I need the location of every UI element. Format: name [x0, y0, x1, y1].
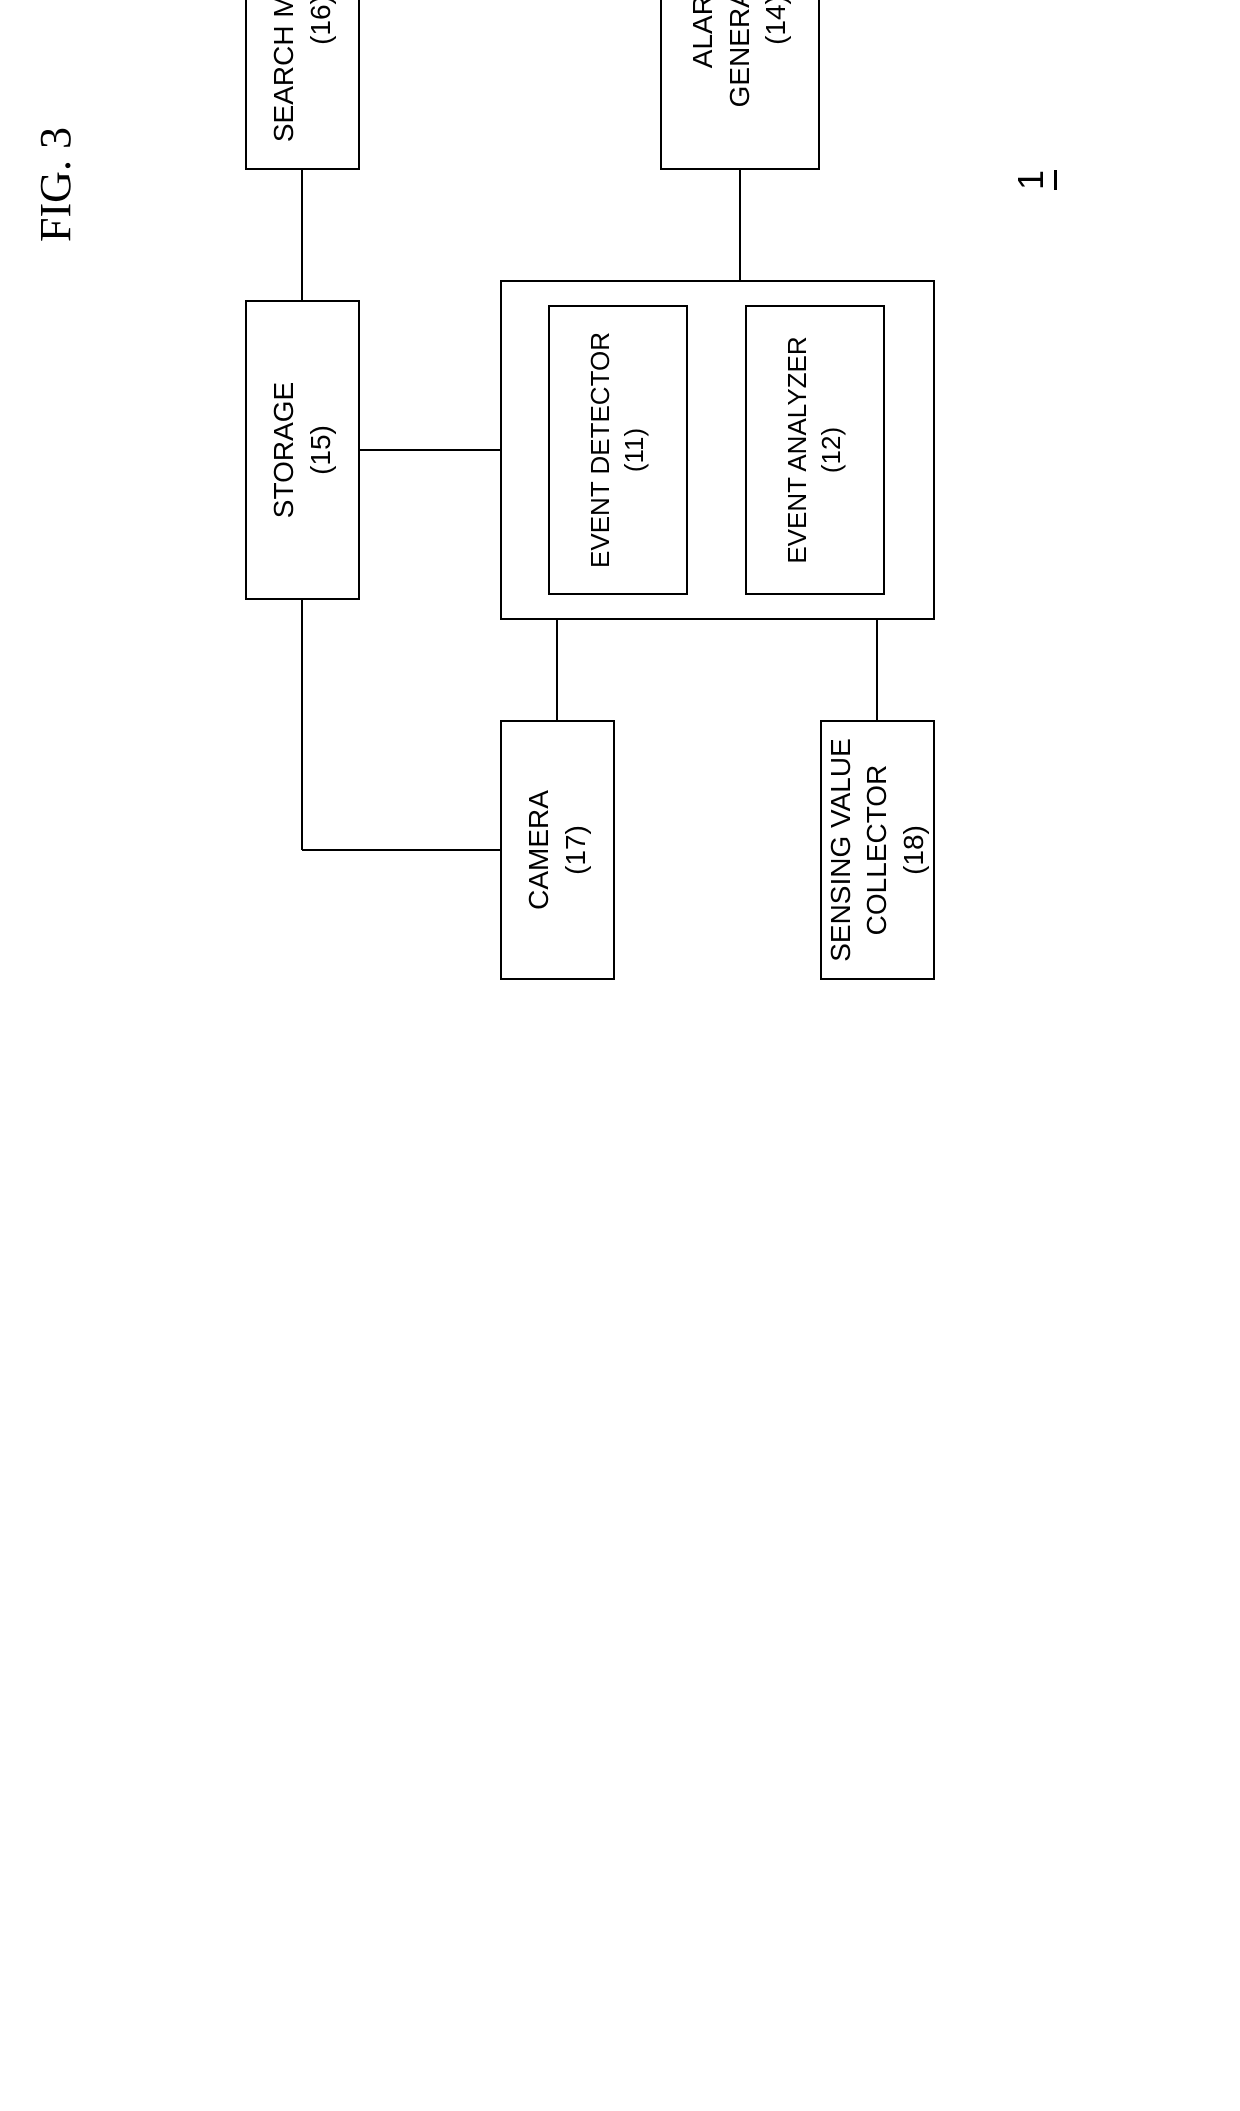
search-module-box: SEARCH MODULE (16) [245, 0, 360, 170]
storage-box: STORAGE (15) [245, 300, 360, 600]
search-ref: (16) [303, 0, 339, 45]
diagram-container: FIG. 3 STORAGE (15) CAMERA (17) SENSING … [0, 0, 1240, 1240]
alarm-ref: (14) [758, 0, 794, 45]
camera-box: CAMERA (17) [500, 720, 615, 980]
storage-label: STORAGE [266, 382, 302, 518]
figure-title: FIG. 3 [30, 127, 81, 242]
event-detector-box: EVENT DETECTOR (11) [548, 305, 688, 595]
sensing-label: SENSING VALUE COLLECTOR [823, 738, 896, 962]
camera-ref: (17) [558, 825, 594, 875]
event-analyzer-box: EVENT ANALYZER (12) [745, 305, 885, 595]
search-label: SEARCH MODULE [266, 0, 302, 142]
sensing-ref: (18) [896, 825, 932, 875]
event-analyzer-label: EVENT ANALYZER [781, 336, 815, 563]
event-detector-ref: (11) [618, 428, 652, 472]
alarm-label: ALARM GENERATOR [685, 0, 758, 107]
system-ref-label: 1 [1010, 170, 1057, 190]
sensing-box: SENSING VALUE COLLECTOR (18) [820, 720, 935, 980]
event-detector-label: EVENT DETECTOR [584, 332, 618, 568]
alarm-generator-box: ALARM GENERATOR (14) [660, 0, 820, 170]
storage-ref: (15) [303, 425, 339, 475]
event-analyzer-ref: (12) [815, 427, 849, 473]
camera-label: CAMERA [521, 790, 557, 910]
